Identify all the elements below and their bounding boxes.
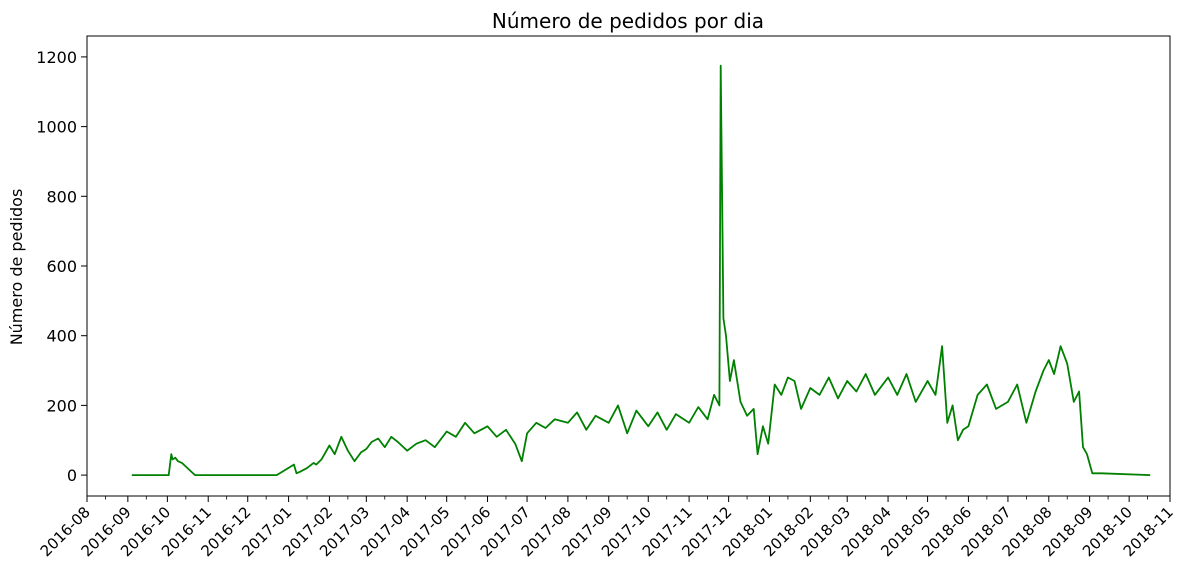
chart-title: Número de pedidos por dia [492, 9, 764, 33]
y-tick-label: 600 [46, 257, 77, 276]
series-line [131, 64, 1151, 477]
y-tick-label: 400 [46, 327, 77, 346]
y-tick-label: 0 [67, 466, 77, 485]
y-tick-label: 1200 [36, 48, 77, 67]
plot-frame [86, 35, 1171, 497]
plot-area: 2016-082016-092016-102016-112016-122017-… [36, 35, 1177, 560]
y-axis-label: Número de pedidos [7, 189, 26, 346]
y-tick-label: 1000 [36, 118, 77, 137]
y-tick-label: 800 [46, 187, 77, 206]
y-tick-label: 200 [46, 396, 77, 415]
